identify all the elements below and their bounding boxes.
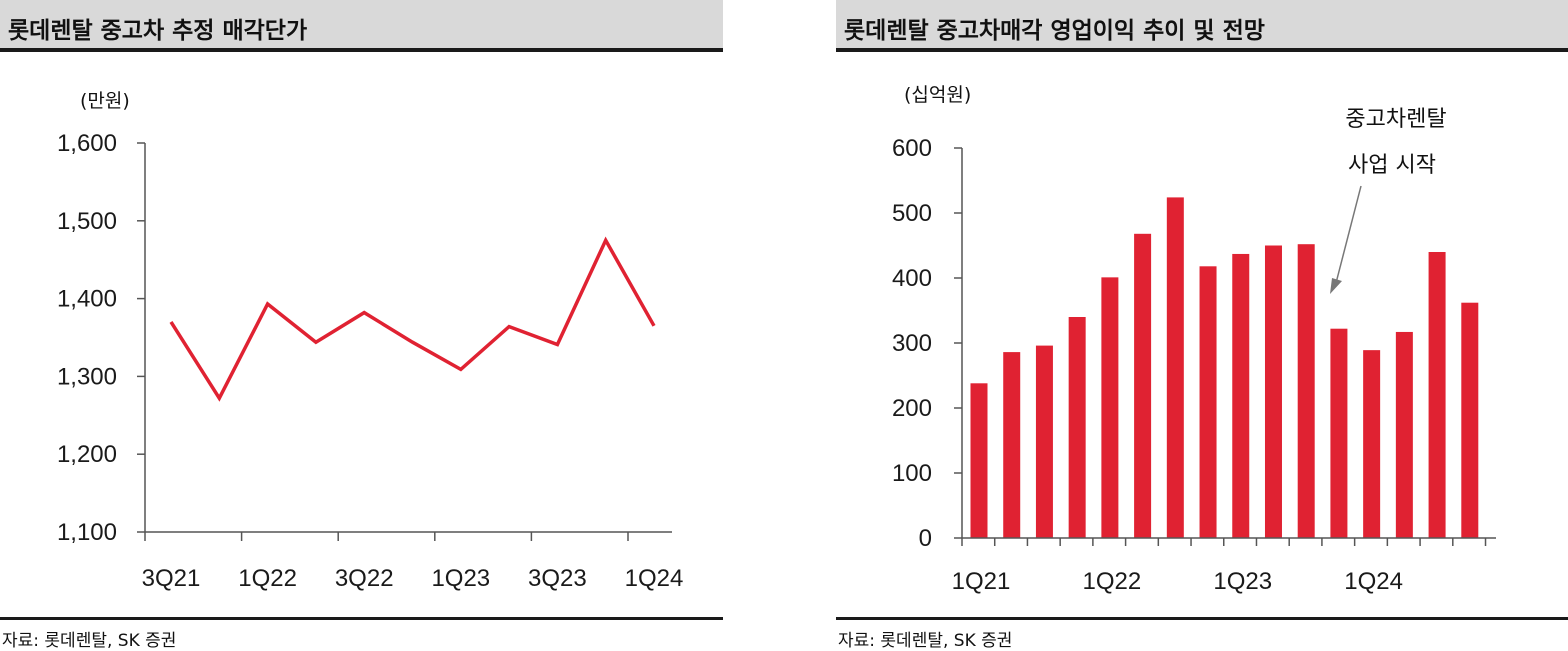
left-line-chart: 1,100 1,200 1,300 1,400 1,500 1,600 3Q21 1Q22 3Q…: [57, 130, 684, 592]
left-y-tick-label: 1,600: [57, 130, 117, 157]
left-chart-title: 롯데렌탈 중고차 추정 매각단가: [8, 18, 308, 44]
left-x-tick-label: 3Q22: [335, 565, 394, 592]
right-annotation-arrow-shaft: [1335, 185, 1362, 284]
right-bar: [1297, 244, 1315, 538]
right-bar-chart: 0 100 200 300 400 500 600 1Q21 1Q22 1Q23 1Q24 중고차렌탈…: [892, 107, 1496, 595]
right-chart-panel: 롯데렌탈 중고차매각 영업이익 추이 및 전망 (십억원) 0 100 200 300…: [836, 0, 1568, 651]
right-x-tick-label: 1Q24: [1344, 568, 1403, 595]
right-annotation-line2: 사업 시작: [1348, 153, 1436, 178]
right-bar: [1101, 277, 1119, 538]
left-unit-label: (만원): [80, 90, 130, 112]
right-y-tick-label: 400: [892, 265, 932, 292]
left-title-bar: 롯데렌탈 중고차 추정 매각단가: [0, 0, 723, 52]
left-source-divider: [0, 617, 723, 620]
right-bar: [1199, 266, 1217, 538]
right-annotation-arrowhead: [1330, 278, 1342, 294]
right-y-tick-label: 200: [892, 395, 932, 422]
right-bar: [1461, 302, 1479, 538]
right-bar: [1330, 328, 1348, 538]
right-y-tick-label: 0: [919, 525, 932, 552]
left-source-note: 자료: 롯데렌탈, SK 증권: [2, 631, 177, 651]
right-y-tick-label: 300: [892, 330, 932, 357]
right-y-tick-label: 600: [892, 135, 932, 162]
left-x-tick-label: 1Q24: [625, 565, 684, 592]
left-x-tick-label: 1Q22: [238, 565, 297, 592]
right-x-tick-label: 1Q23: [1213, 568, 1272, 595]
left-x-tick-label: 1Q23: [431, 565, 490, 592]
right-bar: [1003, 352, 1021, 538]
right-bar: [1134, 233, 1152, 539]
right-bar: [1232, 253, 1250, 538]
right-bar: [1428, 252, 1446, 538]
left-series-line: [169, 236, 656, 402]
right-title-bar: 롯데렌탈 중고차매각 영업이익 추이 및 전망: [836, 0, 1568, 52]
right-bar: [1035, 345, 1053, 538]
right-annotation-line1: 중고차렌탈: [1345, 107, 1446, 132]
left-x-tick-label: 3Q21: [142, 565, 201, 592]
left-y-tick-label: 1,300: [57, 363, 117, 390]
left-y-tick-label: 1,100: [57, 519, 117, 546]
right-bar: [1068, 317, 1086, 538]
left-y-tick-label: 1,200: [57, 441, 117, 468]
left-y-tick-label: 1,400: [57, 286, 117, 313]
left-x-tick-label: 3Q23: [528, 565, 587, 592]
right-chart-title: 롯데렌탈 중고차매각 영업이익 추이 및 전망: [844, 18, 1265, 44]
right-y-tick-label: 100: [892, 460, 932, 487]
right-bar: [1363, 350, 1381, 538]
right-y-tick-label: 500: [892, 200, 932, 227]
right-x-tick-label: 1Q22: [1083, 568, 1142, 595]
right-source-note: 자료: 롯데렌탈, SK 증권: [838, 631, 1013, 651]
left-y-tick-label: 1,500: [57, 208, 117, 235]
right-x-tick-label: 1Q21: [952, 568, 1011, 595]
right-bar: [1264, 245, 1282, 538]
right-bar: [970, 383, 988, 538]
left-chart-panel: 롯데렌탈 중고차 추정 매각단가 (만원) 1,100 1,200 1,300 1,4…: [0, 0, 723, 651]
right-source-divider: [836, 617, 1568, 620]
right-unit-label: (십억원): [904, 84, 972, 106]
right-bar: [1395, 331, 1413, 538]
right-bar: [1166, 197, 1184, 538]
